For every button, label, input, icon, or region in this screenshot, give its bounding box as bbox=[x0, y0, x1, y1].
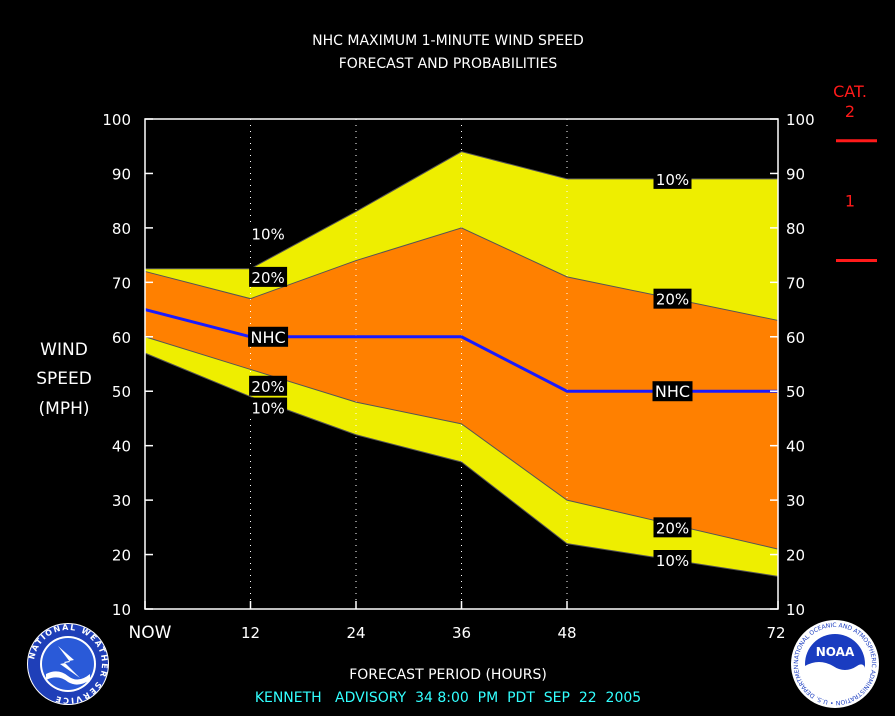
category-label: 1 bbox=[845, 192, 855, 211]
curve-label-bg bbox=[652, 381, 693, 402]
probability-bands bbox=[145, 151, 778, 577]
y-tick-label-right: 90 bbox=[786, 165, 805, 183]
curve-label-bg bbox=[653, 550, 692, 570]
y-tick-label-left: 70 bbox=[112, 274, 131, 292]
category-scale: 21 bbox=[836, 102, 877, 263]
y-tick-label-right: 50 bbox=[786, 383, 805, 401]
series-line-lower_10 bbox=[144, 352, 779, 577]
curve-label: 20% bbox=[656, 519, 689, 537]
x-tick-label: 24 bbox=[346, 624, 365, 642]
noaa-bird-icon bbox=[804, 662, 865, 698]
curve-label: 20% bbox=[251, 378, 284, 396]
curve-label: NHC bbox=[250, 328, 285, 347]
series-line-upper_10 bbox=[145, 151, 778, 270]
x-axis-label: FORECAST PERIOD (HOURS) bbox=[349, 667, 547, 683]
curve-label: NHC bbox=[655, 382, 690, 401]
y-tick-label-right: 30 bbox=[786, 492, 805, 510]
y-tick-label-right: 10 bbox=[786, 601, 805, 619]
curve-label: 10% bbox=[251, 225, 284, 243]
series-lines bbox=[144, 151, 779, 577]
x-tick-label: 12 bbox=[241, 624, 260, 642]
series-line-nhc bbox=[144, 308, 778, 393]
x-tick-label: 72 bbox=[766, 624, 785, 642]
chart-title-line2: FORECAST AND PROBABILITIES bbox=[339, 56, 558, 72]
grid-lines bbox=[250, 119, 568, 609]
x-tick-label: 36 bbox=[452, 624, 471, 642]
chart-title-line1: NHC MAXIMUM 1-MINUTE WIND SPEED bbox=[312, 33, 584, 49]
y-tick-label-left: 100 bbox=[102, 111, 131, 129]
y-tick-label-left: 20 bbox=[112, 547, 131, 565]
axis-ticks: 10 10 20 20 30 30 40 40 50 50 60 60 70 70 80 80 90 90 100 1… bbox=[102, 111, 814, 643]
series-line-upper_20 bbox=[144, 227, 779, 321]
y-tick-label-right: 100 bbox=[786, 111, 815, 129]
y-tick-label-right: 40 bbox=[786, 438, 805, 456]
curve-label-bg bbox=[248, 326, 289, 347]
y-tick-label-left: 30 bbox=[112, 492, 131, 510]
y-axis-label-line2: SPEED bbox=[36, 369, 92, 389]
y-tick-label-left: 40 bbox=[112, 438, 131, 456]
y-tick-label-right: 70 bbox=[786, 274, 805, 292]
curve-labels: 10% 20% NHC 20% 10% 10% 20% NHC 20% 10% bbox=[248, 168, 693, 570]
y-axis-label-line1: WIND bbox=[40, 340, 88, 360]
series-line-lower_20 bbox=[144, 336, 779, 550]
curve-label: 10% bbox=[251, 400, 284, 418]
y-tick-label-left: 50 bbox=[112, 383, 131, 401]
curve-label: 20% bbox=[251, 269, 284, 287]
wave-icon bbox=[46, 671, 90, 685]
curve-label-bg bbox=[249, 223, 288, 244]
noaa-logo-center-text: NOAA bbox=[816, 645, 855, 659]
curve-label-bg bbox=[653, 168, 692, 189]
curve-label: 10% bbox=[656, 552, 689, 570]
curve-label: 20% bbox=[656, 291, 689, 309]
y-tick-label-left: 10 bbox=[112, 601, 131, 619]
y-tick-label-left: 60 bbox=[112, 329, 131, 347]
y-tick-label-left: 80 bbox=[112, 220, 131, 238]
band-20-percent bbox=[145, 227, 778, 550]
y-tick-label-left: 90 bbox=[112, 165, 131, 183]
advisory-line: KENNETH ADVISORY 34 8:00 PM PDT SEP 22 2… bbox=[255, 690, 641, 706]
curve-label-bg bbox=[249, 397, 288, 418]
curve-label-bg bbox=[653, 517, 692, 538]
category-label: 2 bbox=[845, 102, 855, 121]
y-tick-label-right: 60 bbox=[786, 329, 805, 347]
lightning-icon bbox=[58, 646, 80, 678]
x-tick-label: NOW bbox=[129, 623, 172, 643]
y-axis-label-line3: (MPH) bbox=[39, 399, 90, 419]
curve-label-bg bbox=[653, 288, 692, 309]
category-header: CAT. bbox=[833, 82, 867, 101]
curve-label-bg bbox=[249, 375, 288, 396]
x-tick-label: 48 bbox=[557, 624, 576, 642]
curve-label: 10% bbox=[656, 171, 689, 189]
nws-logo: NATIONAL WEATHER SERVICE bbox=[27, 623, 109, 705]
noaa-logo: NOAA NATIONAL OCEANIC AND ATMOSPHERIC AD… bbox=[791, 620, 879, 708]
y-tick-label-right: 20 bbox=[786, 547, 805, 565]
curve-label-bg bbox=[249, 266, 288, 287]
y-tick-label-right: 80 bbox=[786, 220, 805, 238]
